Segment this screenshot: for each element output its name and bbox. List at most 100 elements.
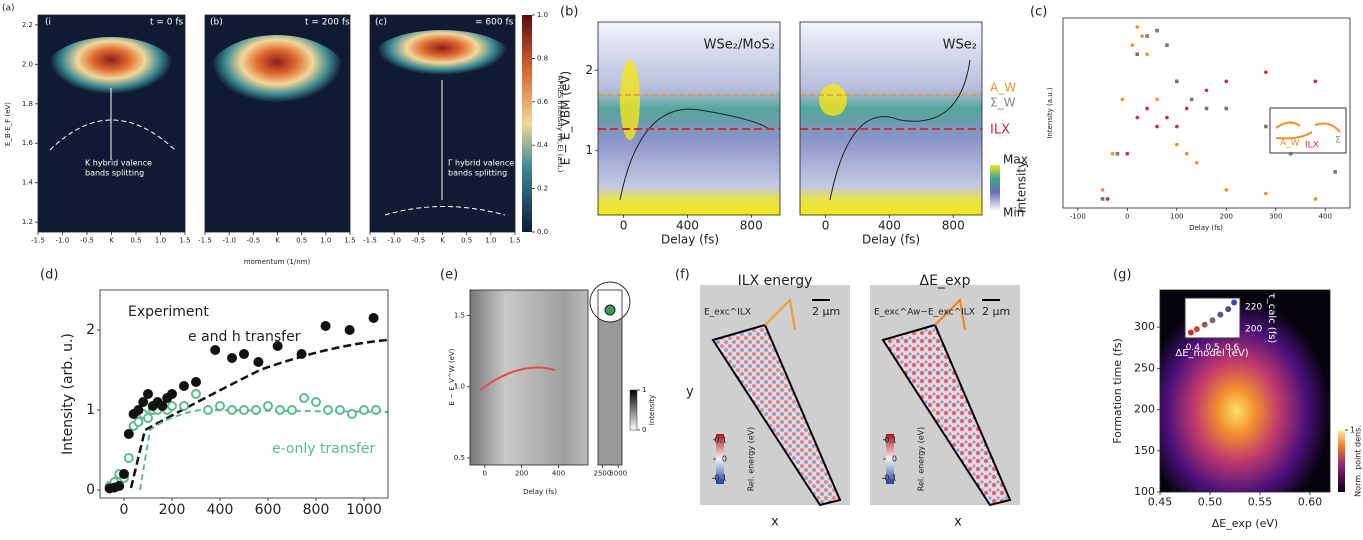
point: [1205, 89, 1209, 93]
point: [1289, 152, 1293, 156]
point: [1264, 125, 1268, 129]
panel-label: (b): [560, 5, 578, 20]
point: [321, 321, 331, 331]
scale-bar: 2 µm: [982, 305, 1010, 318]
x-tick-label: 0: [483, 470, 487, 478]
point: [143, 389, 153, 399]
point: [1264, 70, 1268, 74]
annotation: K hybrid valence: [85, 159, 152, 168]
subplot-title: ΔE_exp: [920, 273, 971, 289]
point: [1190, 98, 1194, 102]
point: [369, 313, 379, 323]
x-tick-label: 400: [878, 219, 901, 233]
y-tick-label: 2.2: [22, 21, 33, 29]
point: [1155, 98, 1159, 102]
point: [227, 353, 237, 363]
heatmaps-b: [598, 22, 1000, 215]
point: [240, 406, 248, 414]
point: [1121, 98, 1125, 102]
y-tick-label: 1: [585, 143, 593, 157]
y-tick-label: 1: [86, 402, 95, 418]
x-tick-label: K: [440, 237, 445, 245]
colorbar-label: Intensity: [648, 395, 656, 425]
point: [125, 454, 133, 462]
y-tick-label: 220: [1245, 302, 1262, 312]
level-label: Σ_W: [990, 96, 1016, 110]
x-tick-label: 100: [1170, 213, 1183, 221]
point: [1185, 152, 1189, 156]
x-tick-label: 0: [1125, 213, 1129, 221]
point: [239, 349, 249, 359]
colorbar-label: Intensity: [1015, 161, 1029, 213]
y-axis-label: E − E_V^W (eV): [448, 348, 456, 405]
y-tick-label: 250: [1134, 361, 1155, 374]
y-axis-label: E − E_VBM (eV): [559, 71, 573, 165]
point: [348, 410, 356, 418]
legend-entry: e and h transfer: [188, 329, 301, 345]
y-tick-label: 1: [642, 386, 646, 394]
point: [1126, 152, 1130, 156]
scale-bar: 2 µm: [812, 305, 840, 318]
point: [216, 402, 224, 410]
point: [179, 381, 189, 391]
point: [1111, 152, 1115, 156]
y-tick-label: 0: [722, 455, 727, 464]
panel-label: (g): [1113, 268, 1131, 283]
y-tick-label: 1.4: [22, 179, 34, 187]
point: [1202, 322, 1208, 328]
x-axis-label: Delay (fs): [1189, 224, 1223, 232]
panel-label: (d): [40, 268, 58, 283]
inset-y-label: τ_calc (fs): [1266, 293, 1277, 344]
point: [192, 390, 200, 398]
x-tick-label: 800: [740, 219, 763, 233]
point: [312, 398, 320, 406]
x-tick-label: 5000: [609, 470, 627, 478]
y-tick-label: 0.8: [537, 54, 548, 62]
point: [180, 402, 188, 410]
point: [360, 406, 368, 414]
inset-label: Σ: [1335, 136, 1341, 146]
x-tick-label: 0.5: [130, 237, 141, 245]
y-tick-label: 0: [892, 455, 897, 464]
heatmap-e: [470, 282, 637, 465]
y-tick-label: 2: [585, 63, 593, 77]
x-axis-label: Delay (fs): [661, 233, 719, 247]
x-tick-label: 0.60: [1298, 496, 1323, 509]
x-tick-label: 0.6: [1225, 343, 1240, 353]
x-tick-label: 0.5: [461, 237, 472, 245]
heatmaps-a: [38, 15, 532, 232]
y-tick-label: 0.5: [454, 454, 465, 462]
subplot-tag: (b): [210, 18, 223, 28]
point: [345, 325, 355, 335]
y-tick-label: 1.5: [454, 312, 465, 320]
y-axis-label: y: [686, 385, 694, 400]
x-tick-label: 800: [303, 502, 330, 518]
point: [124, 429, 134, 439]
x-tick-label: -1.0: [387, 237, 401, 245]
inset-label: A_W: [1280, 139, 1300, 149]
point: [336, 406, 344, 414]
y-tick-label: 2.0: [22, 60, 33, 68]
x-axis-label: ΔE_exp (eV): [1212, 517, 1278, 530]
point: [1106, 197, 1110, 201]
point: [1165, 43, 1169, 47]
point: [1224, 188, 1228, 192]
point: [1217, 312, 1223, 318]
x-tick-label: -0.5: [246, 237, 260, 245]
x-tick-label: K: [109, 237, 114, 245]
figure: (a) (i t = 0 fs (b) t = 200 fs (c) = 600…: [0, 0, 1363, 536]
point: [1175, 125, 1179, 129]
colorbar-label: Norm. point dens.: [1354, 425, 1363, 497]
point: [1175, 143, 1179, 147]
point: [1314, 80, 1318, 84]
annotation: Γ hybrid valence: [448, 159, 514, 168]
point: [134, 418, 142, 426]
y-tick-label: 0.0: [537, 228, 548, 236]
x-tick-label: -1.5: [31, 237, 45, 245]
y-tick-label: 200: [1134, 403, 1155, 416]
subplot-tag: (i: [45, 18, 51, 28]
x-tick-label: 1.5: [344, 237, 355, 245]
x-tick-label: 200: [159, 502, 186, 518]
point: [1188, 329, 1194, 335]
y-tick-label: 0.6: [537, 98, 549, 106]
